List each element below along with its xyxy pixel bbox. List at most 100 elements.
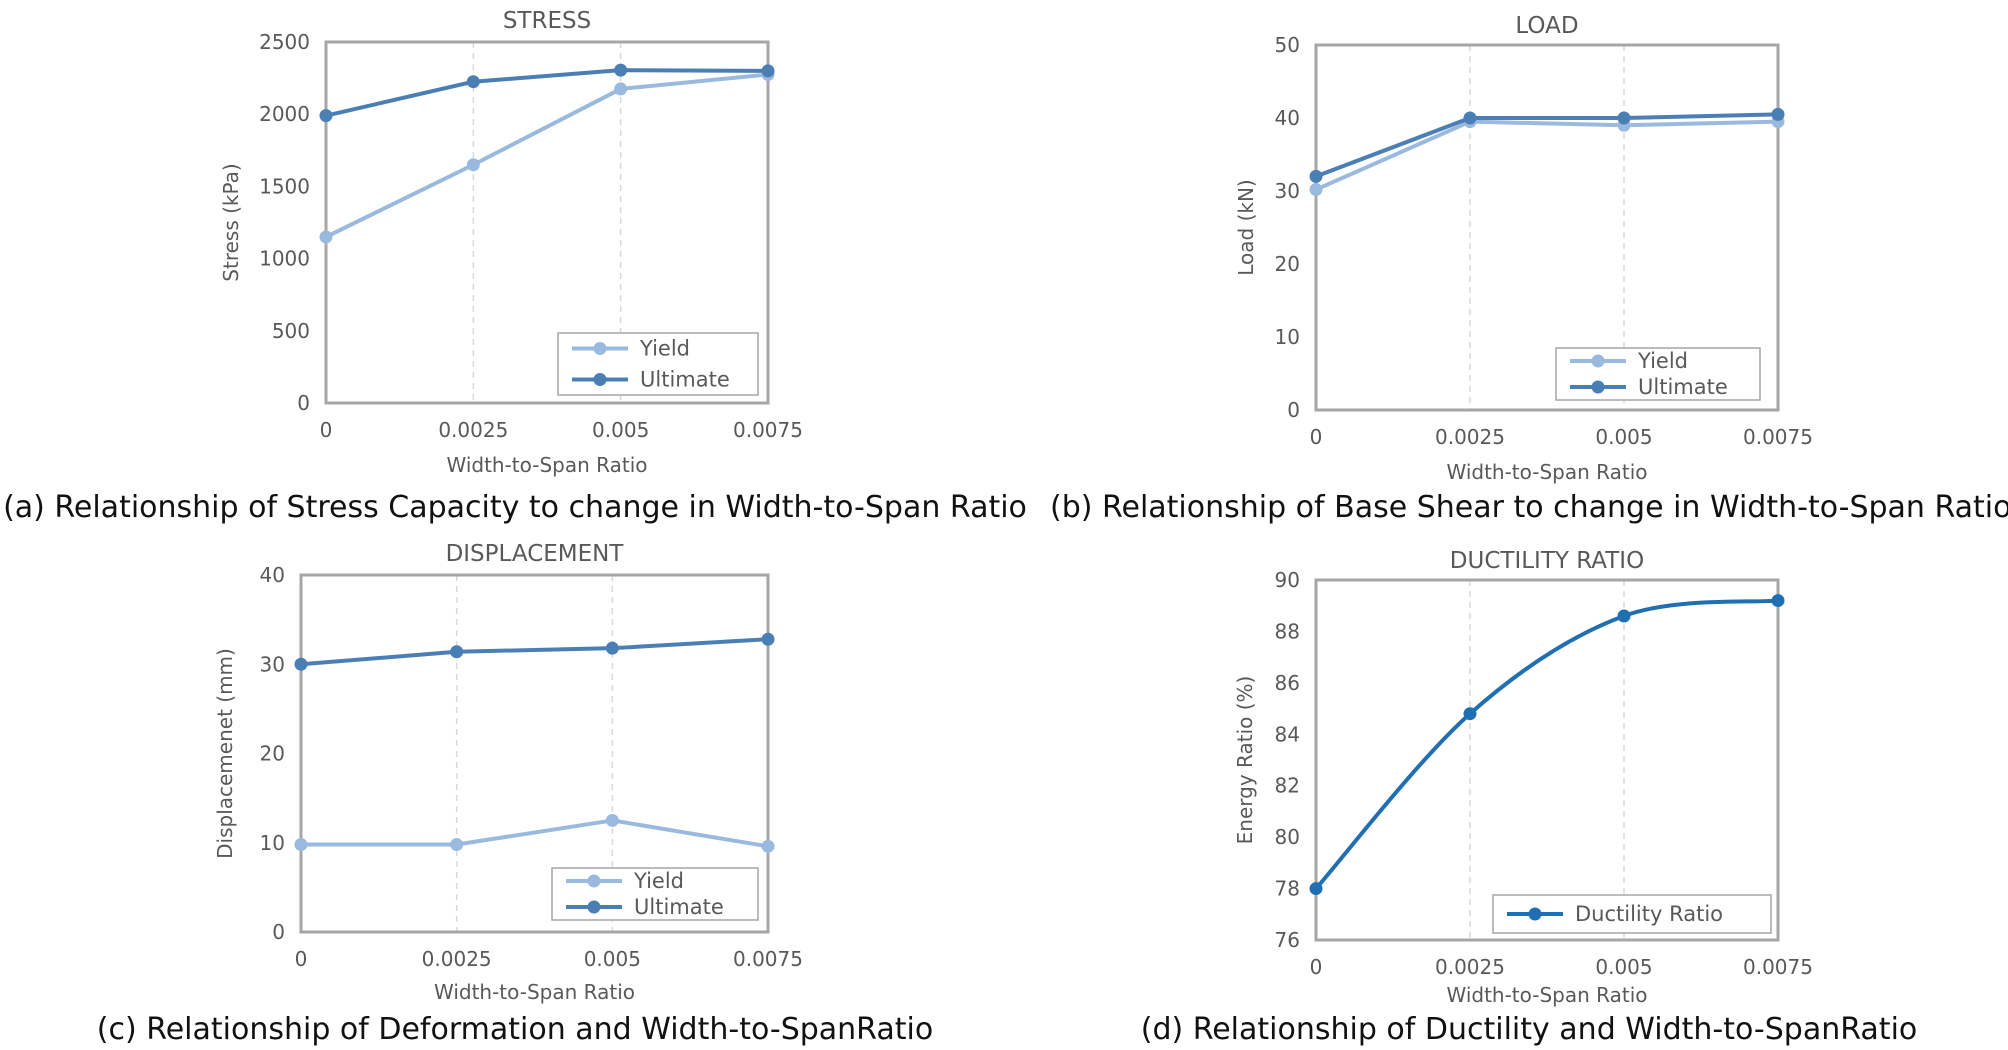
legend-marker-ultimate [1591,380,1605,394]
y-axis-label: Displacemenet (mm) [213,648,237,859]
y-tick-label: 2500 [259,30,310,54]
legend [551,867,759,921]
legend-label-ultimate: Ultimate [640,368,730,392]
x-tick-label: 0.0075 [1743,955,1813,979]
x-tick-label: 0.0025 [1435,425,1505,449]
x-tick-label: 0 [295,947,308,971]
x-axis-label: Width-to-Span Ratio [1446,983,1647,1007]
chart-load: LOAD 0 10 20 30 40 50 0 0.0025 0.005 0.0075 Width-t… [1234,13,1813,484]
data-point-ultimate [450,645,464,659]
x-tick-label: 0.0075 [733,947,803,971]
y-tick-label: 40 [1275,106,1300,130]
y-tick-label: 84 [1275,722,1300,746]
data-point-ultimate [614,63,628,77]
caption-a: (a) Relationship of Stress Capacity to c… [3,490,1027,525]
x-tick-label: 0.005 [1595,955,1652,979]
y-tick-label: 78 [1275,877,1300,901]
data-point-yield [319,230,333,244]
y-tick-label: 80 [1275,825,1300,849]
y-tick-label: 0 [272,920,285,944]
series-line-yield [325,72,769,239]
data-point-yield [294,838,308,852]
legend-marker-yield [1591,354,1605,368]
chart-title: LOAD [1515,13,1578,39]
x-tick-label: 0.0025 [1435,955,1505,979]
x-axis-label: Width-to-Span Ratio [446,453,647,477]
x-tick-label: 0.0075 [733,418,803,442]
data-point-ultimate [319,109,333,123]
y-tick-label: 90 [1275,568,1300,592]
data-point-ultimate [466,75,480,89]
data-point-ultimate [1771,107,1785,121]
plot-frame [1314,43,1780,412]
x-tick-label: 0.0025 [438,418,508,442]
data-point-ductility-ratio [1309,882,1323,896]
series-line-ductility-ratio [1314,598,1779,890]
x-tick-label: 0 [1310,425,1323,449]
data-point-yield [450,838,464,852]
y-tick-label: 500 [272,319,310,343]
data-point-ductility-ratio [1617,609,1631,623]
x-tick-label: 0.005 [1595,425,1652,449]
y-tick-label: 88 [1275,619,1300,643]
data-point-ultimate [1463,111,1477,125]
y-tick-label: 50 [1275,33,1300,57]
series-line-ultimate [1315,112,1779,179]
series-line-ultimate [325,68,769,118]
y-tick-label: 1500 [259,174,310,198]
legend-label-yield: Yield [1637,349,1688,373]
x-axis-label: Width-to-Span Ratio [434,980,635,1004]
data-point-ultimate [761,64,775,78]
data-point-yield [466,158,480,172]
legend-marker-ultimate [587,900,601,914]
y-tick-label: 76 [1275,928,1300,952]
y-tick-label: 2000 [259,102,310,126]
x-tick-label: 0.005 [584,947,641,971]
panel-load: LOAD 0 10 20 30 40 50 0 0.0025 0.005 0.0075 Width-t… [1223,7,1838,493]
data-point-ultimate [761,632,775,646]
chart-stress: STRESS 0 500 1000 1500 2000 2500 0 0.0025 0.005 0.… [219,8,803,477]
y-tick-label: 10 [260,831,285,855]
chart-title: DUCTILITY RATIO [1450,548,1644,574]
y-tick-label: 10 [1275,325,1300,349]
legend-marker-yield [593,342,607,355]
caption-c: (c) Relationship of Deformation and Widt… [96,1012,934,1047]
series-line-ultimate [300,637,769,667]
y-axis-label: Energy Ratio (%) [1233,676,1257,845]
data-point-yield [614,82,628,96]
chart-displacement: DISPLACEMENT 0 10 20 30 40 0 0.0025 0.005 0.0075 W… [213,541,803,1004]
data-point-yield [761,839,775,853]
panel-ductility: DUCTILITY RATIO 76 78 80 82 84 86 88 90 0 0.0025 0.… [1222,542,1838,1016]
chart-title: STRESS [503,8,591,34]
y-tick-label: 0 [1287,398,1300,422]
data-point-ultimate [1309,169,1323,183]
legend [557,332,759,396]
legend [1555,347,1761,401]
chart-title: DISPLACEMENT [446,541,625,567]
plot-frame [299,573,770,934]
data-point-ultimate [294,657,308,671]
y-axis-label: Load (kN) [1234,179,1258,275]
series-line-yield [1315,119,1779,192]
data-point-ductility-ratio [1771,594,1785,608]
x-tick-label: 0 [320,418,333,442]
plot-frame [1314,578,1780,942]
y-tick-label: 20 [1275,252,1300,276]
caption-d: (d) Relationship of Ductility and Width-… [1140,1012,1918,1047]
panel-displacement: DISPLACEMENT 0 10 20 30 40 0 0.0025 0.005 0.0075 W… [202,535,828,1013]
x-tick-label: 0.005 [592,418,649,442]
legend-marker-ultimate [593,373,607,386]
x-tick-label: 0 [1310,955,1323,979]
plot-frame [324,40,770,405]
x-tick-label: 0.0025 [422,947,492,971]
legend-label-yield: Yield [633,869,684,893]
panel-stress: STRESS 0 500 1000 1500 2000 2500 0 0.0025 0.005 0.… [208,2,828,486]
series-line-yield [301,818,769,849]
caption-b: (b) Relationship of Base Shear to change… [1050,490,2008,525]
y-tick-label: 86 [1275,671,1300,695]
y-tick-label: 82 [1275,774,1300,798]
x-axis-label: Width-to-Span Ratio [1446,460,1647,484]
y-tick-label: 0 [297,391,310,415]
y-tick-label: 30 [1275,179,1300,203]
